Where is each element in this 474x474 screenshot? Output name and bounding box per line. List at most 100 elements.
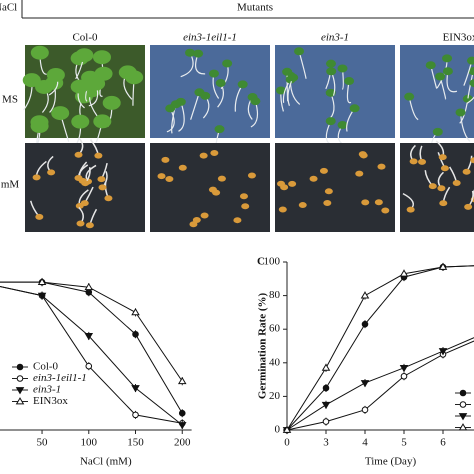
seed bbox=[355, 170, 364, 177]
marker bbox=[15, 397, 25, 405]
marker bbox=[322, 384, 330, 392]
seed bbox=[278, 206, 287, 213]
y-tick-label: 40 bbox=[269, 356, 281, 368]
seed bbox=[323, 199, 332, 206]
seed bbox=[280, 184, 289, 191]
cotyledon bbox=[337, 64, 348, 73]
seed bbox=[247, 172, 256, 179]
seed bbox=[104, 195, 113, 202]
header-left: NaCl bbox=[0, 2, 17, 14]
cotyledon bbox=[442, 54, 453, 63]
seed bbox=[298, 202, 307, 209]
marker bbox=[438, 262, 448, 270]
cotyledon bbox=[344, 77, 355, 86]
cotyledon bbox=[22, 73, 41, 88]
marker bbox=[321, 363, 331, 371]
cotyledon bbox=[30, 45, 49, 60]
seed bbox=[85, 222, 94, 229]
cotyledon bbox=[455, 108, 466, 117]
seed bbox=[462, 168, 471, 175]
column-label: EIN3ox bbox=[443, 32, 474, 44]
cotyledon bbox=[276, 86, 287, 95]
cotyledon bbox=[51, 106, 70, 121]
row-label: MS bbox=[2, 94, 18, 106]
marker bbox=[37, 277, 47, 286]
seed bbox=[428, 183, 437, 190]
seed bbox=[377, 163, 386, 170]
seed bbox=[464, 203, 473, 210]
seed bbox=[76, 220, 85, 227]
cotyledon bbox=[404, 92, 415, 101]
seed bbox=[74, 175, 83, 182]
marker bbox=[37, 292, 47, 300]
cotyledon bbox=[250, 97, 261, 106]
y-axis-label: Germination Rate (%) bbox=[257, 293, 269, 400]
legend-label: ein3-1 bbox=[33, 384, 61, 396]
cotyledon bbox=[442, 67, 453, 76]
seed bbox=[381, 207, 390, 214]
cotyledon bbox=[193, 49, 204, 58]
seed bbox=[437, 185, 446, 192]
column-label: ein3-1eil1-1 bbox=[183, 32, 237, 44]
seed bbox=[200, 212, 209, 219]
x-axis-label: Time (Day) bbox=[365, 456, 417, 468]
seed bbox=[361, 199, 370, 206]
legend-label: ein3-1eil1-1 bbox=[33, 372, 87, 384]
seed bbox=[470, 157, 474, 164]
x-tick-label: 4 bbox=[362, 437, 368, 449]
x-tick-label: 5 bbox=[401, 437, 407, 449]
cotyledon bbox=[93, 114, 112, 129]
seed bbox=[409, 158, 418, 165]
legend-label: EIN3ox bbox=[33, 395, 68, 407]
x-tick-label: 200 bbox=[174, 437, 191, 449]
series-line bbox=[0, 281, 183, 414]
seed bbox=[440, 165, 449, 172]
cotyledon bbox=[200, 91, 211, 100]
marker bbox=[361, 406, 369, 414]
header-group: Mutants bbox=[237, 2, 273, 14]
marker bbox=[282, 425, 292, 433]
cotyledon bbox=[71, 114, 90, 129]
seed bbox=[210, 150, 219, 157]
cotyledon bbox=[466, 56, 474, 65]
cotyledon bbox=[435, 72, 446, 81]
photo bbox=[400, 143, 474, 232]
root bbox=[298, 51, 307, 79]
seed bbox=[239, 193, 248, 200]
seed bbox=[47, 169, 56, 176]
series-line bbox=[286, 337, 474, 431]
cotyledon bbox=[469, 79, 474, 88]
photo bbox=[275, 143, 395, 232]
marker bbox=[459, 389, 467, 397]
x-tick-label: 50 bbox=[37, 437, 49, 449]
cotyledon bbox=[294, 47, 305, 56]
photo-grid bbox=[22, 45, 474, 232]
seed bbox=[74, 151, 83, 158]
cotyledon bbox=[215, 79, 226, 88]
cotyledon bbox=[222, 59, 233, 68]
x-tick-label: 3 bbox=[323, 437, 329, 449]
cotyledon bbox=[118, 65, 137, 80]
seed bbox=[374, 199, 383, 206]
x-axis-label: NaCl (mM) bbox=[80, 456, 132, 468]
seed bbox=[32, 174, 41, 181]
cotyledon bbox=[93, 50, 112, 65]
seed bbox=[161, 156, 170, 163]
y-tick-label: 0 bbox=[275, 424, 281, 436]
photo bbox=[25, 143, 145, 232]
legend-label: Col-0 bbox=[33, 361, 59, 373]
cotyledon bbox=[326, 67, 337, 76]
marker bbox=[131, 385, 140, 393]
seed bbox=[80, 200, 89, 207]
x-tick-label: 150 bbox=[127, 437, 144, 449]
cotyledon bbox=[102, 95, 121, 110]
seed bbox=[81, 180, 90, 187]
marker bbox=[400, 372, 408, 380]
cotyledon bbox=[30, 119, 49, 134]
marker bbox=[132, 411, 139, 419]
cotyledon bbox=[288, 73, 299, 82]
seed bbox=[288, 180, 297, 187]
seed bbox=[217, 175, 226, 182]
cotyledon bbox=[337, 121, 348, 130]
seed bbox=[94, 152, 103, 159]
